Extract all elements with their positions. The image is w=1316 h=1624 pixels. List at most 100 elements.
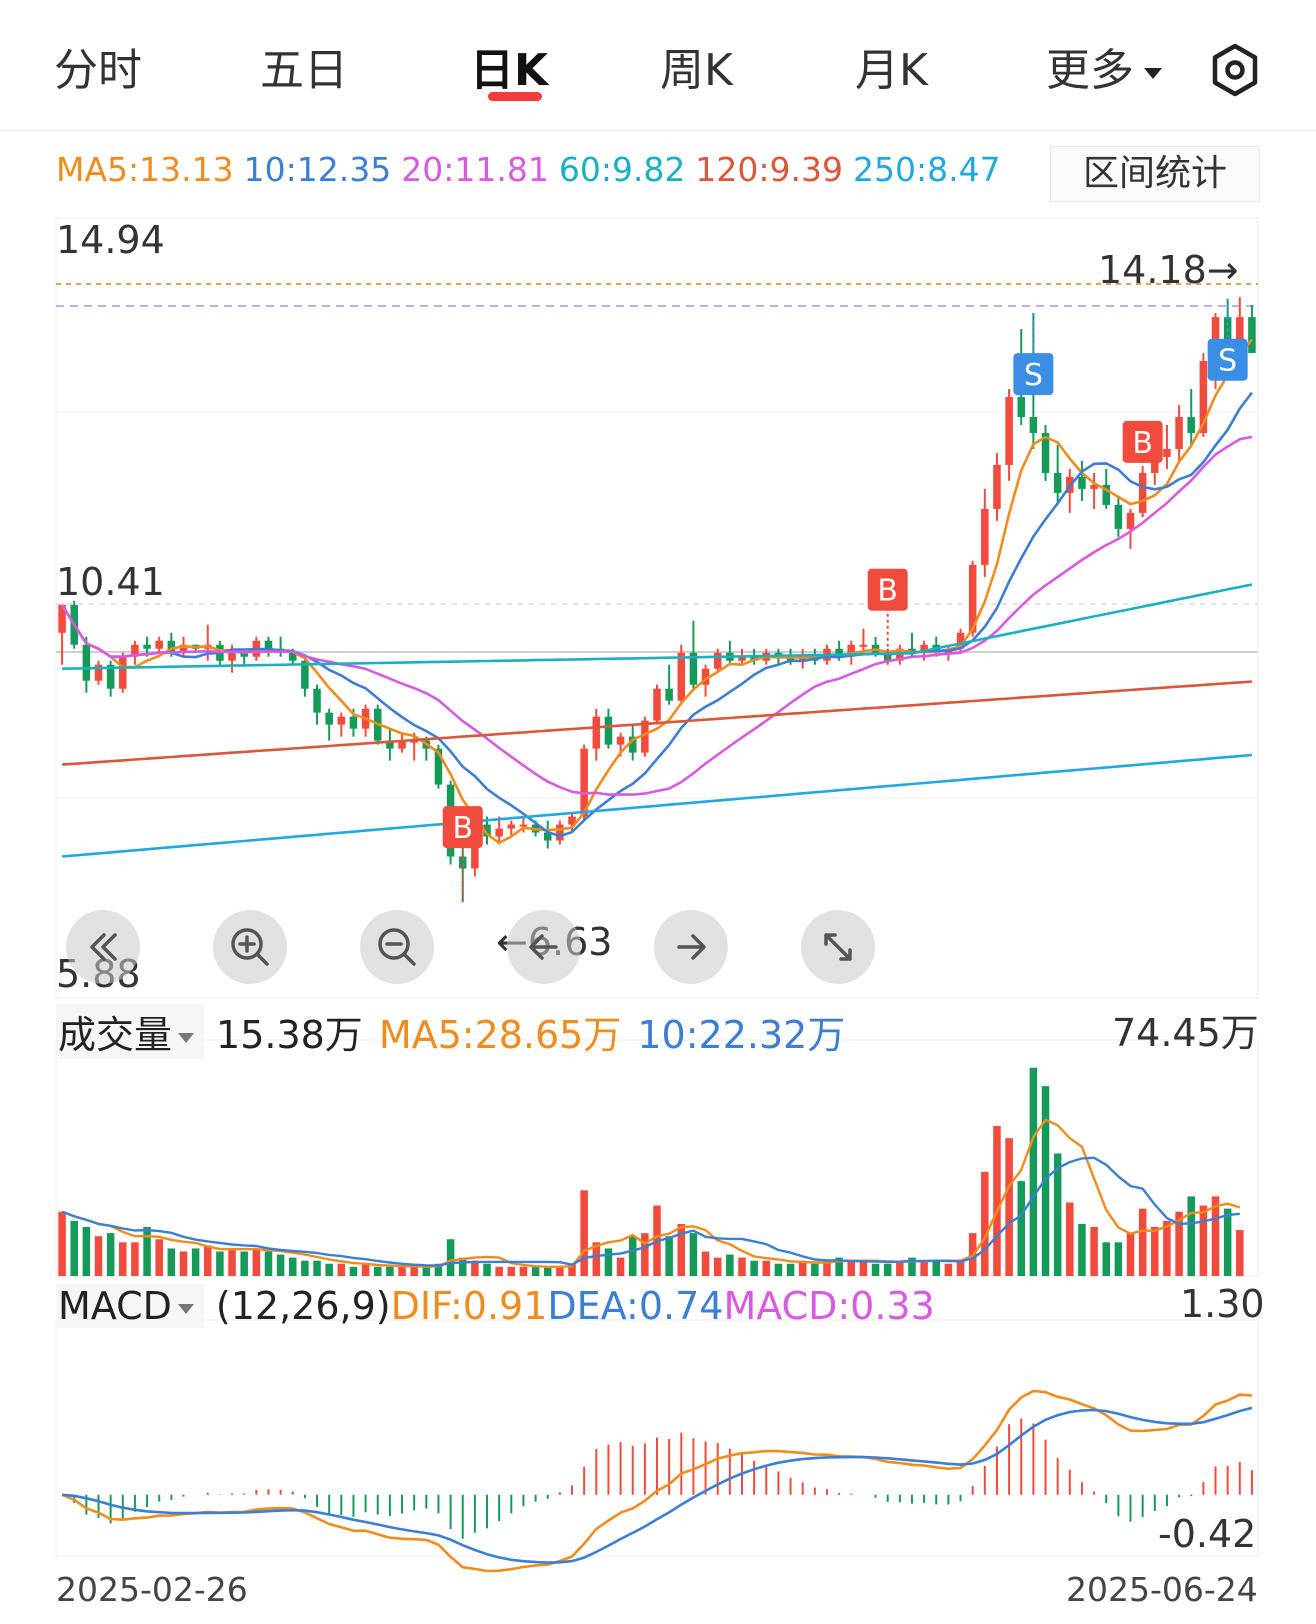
tab-daily-k[interactable]: 日K bbox=[470, 45, 549, 96]
volume-bar bbox=[167, 1248, 176, 1276]
date-end: 2025-06-24 bbox=[1066, 1570, 1258, 1609]
volume-ma5-line bbox=[61, 1118, 1241, 1269]
volume-ma10-line bbox=[61, 1156, 1240, 1267]
macd-params: (12,26,9) bbox=[215, 1284, 391, 1328]
bs-tag-sell bbox=[1013, 353, 1054, 396]
chevron-down-icon bbox=[178, 1032, 195, 1043]
tab-weekly-k[interactable]: 周K bbox=[660, 45, 733, 96]
candle-body bbox=[1102, 484, 1110, 505]
volume-bar bbox=[1138, 1208, 1147, 1276]
volume-bar bbox=[592, 1242, 601, 1276]
volume-bar bbox=[1041, 1086, 1050, 1276]
arrow-left-icon[interactable] bbox=[507, 910, 581, 984]
volume-bar bbox=[422, 1266, 431, 1276]
volume-bar bbox=[944, 1263, 953, 1276]
volume-bar bbox=[1053, 1153, 1062, 1276]
candle-body bbox=[458, 856, 467, 869]
volume-ma-lines bbox=[61, 1118, 1241, 1269]
arrow-right-icon[interactable] bbox=[654, 910, 728, 984]
zoom-out-icon[interactable] bbox=[360, 910, 434, 984]
candle-body bbox=[1126, 512, 1135, 529]
tab-more[interactable]: 更多 bbox=[1046, 34, 1162, 98]
volume-bar bbox=[641, 1233, 649, 1276]
volume-bar bbox=[726, 1254, 734, 1276]
candle-body bbox=[689, 652, 698, 685]
volume-bar bbox=[677, 1223, 686, 1276]
volume-bar bbox=[689, 1233, 698, 1276]
volume-bar bbox=[252, 1248, 261, 1276]
candle-body bbox=[179, 644, 188, 653]
volume-indicator-select[interactable]: 成交量 bbox=[56, 1004, 205, 1059]
volume-bars bbox=[58, 1067, 1244, 1276]
candle-body bbox=[993, 464, 1001, 509]
candle-body bbox=[1151, 456, 1159, 473]
candle-body bbox=[386, 740, 394, 749]
volume-bar bbox=[883, 1263, 892, 1276]
volume-ma5: MA5:28.65万 bbox=[378, 1013, 622, 1057]
volume-bar bbox=[738, 1257, 746, 1276]
ma120-value: 120:9.39 bbox=[695, 150, 844, 189]
bs-tag-buy bbox=[442, 806, 483, 849]
volume-bar bbox=[70, 1220, 78, 1276]
volume-bar bbox=[543, 1266, 552, 1276]
volume-bar bbox=[1211, 1196, 1220, 1276]
candle-body bbox=[1138, 472, 1147, 513]
volume-bar bbox=[568, 1263, 576, 1276]
tab-monthly-k[interactable]: 月K bbox=[855, 45, 928, 96]
candle-body bbox=[592, 716, 601, 749]
tab-intraday[interactable]: 分时 bbox=[54, 45, 142, 96]
ma5-line bbox=[60, 338, 1253, 845]
volume-bar bbox=[301, 1260, 309, 1276]
volume-bar bbox=[956, 1260, 965, 1276]
volume-bar bbox=[1114, 1242, 1123, 1276]
volume-bar bbox=[288, 1257, 297, 1276]
date-start: 2025-02-26 bbox=[56, 1570, 248, 1609]
candle-body bbox=[58, 604, 66, 633]
period-tab-bar: 分时 五日 日K 周K 月K 更多 bbox=[0, 0, 1316, 131]
bs-tag-sell bbox=[1207, 338, 1248, 381]
price-axis-mid: 10.41 bbox=[56, 560, 165, 604]
settings-icon[interactable] bbox=[1210, 42, 1260, 98]
expand-icon[interactable] bbox=[801, 910, 875, 984]
tab-more-label: 更多 bbox=[1046, 45, 1134, 96]
candle-body bbox=[240, 652, 248, 657]
candle-body bbox=[106, 664, 115, 689]
volume-bar bbox=[1066, 1202, 1074, 1276]
high-price-marker: 14.18→ bbox=[1098, 248, 1239, 292]
candle-body bbox=[519, 824, 528, 827]
candle-body bbox=[1199, 361, 1208, 433]
rewind-icon[interactable] bbox=[66, 910, 140, 984]
volume-bar bbox=[713, 1257, 722, 1276]
candle-body bbox=[119, 656, 127, 689]
volume-bar bbox=[1078, 1223, 1086, 1276]
volume-bar bbox=[131, 1242, 139, 1276]
volume-bar bbox=[1163, 1220, 1171, 1276]
candle-body bbox=[337, 716, 346, 725]
candle-body bbox=[956, 632, 965, 649]
candle-body bbox=[288, 652, 297, 661]
zoom-in-icon[interactable] bbox=[213, 910, 287, 984]
candle-body bbox=[701, 668, 710, 685]
volume-indicator-name: 成交量 bbox=[58, 1013, 173, 1057]
tab-five-day[interactable]: 五日 bbox=[260, 45, 348, 96]
interval-stats-button[interactable]: 区间统计 bbox=[1050, 146, 1260, 202]
volume-bar bbox=[58, 1211, 66, 1276]
macd-dif-line bbox=[61, 1389, 1253, 1573]
volume-bar bbox=[665, 1236, 673, 1276]
volume-bar bbox=[798, 1260, 807, 1276]
volume-bar bbox=[908, 1257, 916, 1276]
volume-bar bbox=[1005, 1138, 1013, 1276]
volume-bar bbox=[313, 1260, 321, 1276]
volume-bar bbox=[507, 1266, 516, 1276]
ma60-line bbox=[62, 583, 1253, 670]
macd-dea: DEA:0.74 bbox=[547, 1284, 724, 1328]
candle-body bbox=[568, 816, 576, 825]
macd-axis-min: -0.42 bbox=[1158, 1512, 1257, 1556]
volume-bar bbox=[373, 1266, 382, 1276]
candle-body bbox=[398, 740, 406, 749]
volume-bar bbox=[276, 1254, 285, 1276]
ma10-value: 10:12.35 bbox=[243, 150, 392, 189]
macd-indicator-select[interactable]: MACD bbox=[56, 1284, 204, 1328]
macd-series bbox=[61, 1389, 1253, 1573]
